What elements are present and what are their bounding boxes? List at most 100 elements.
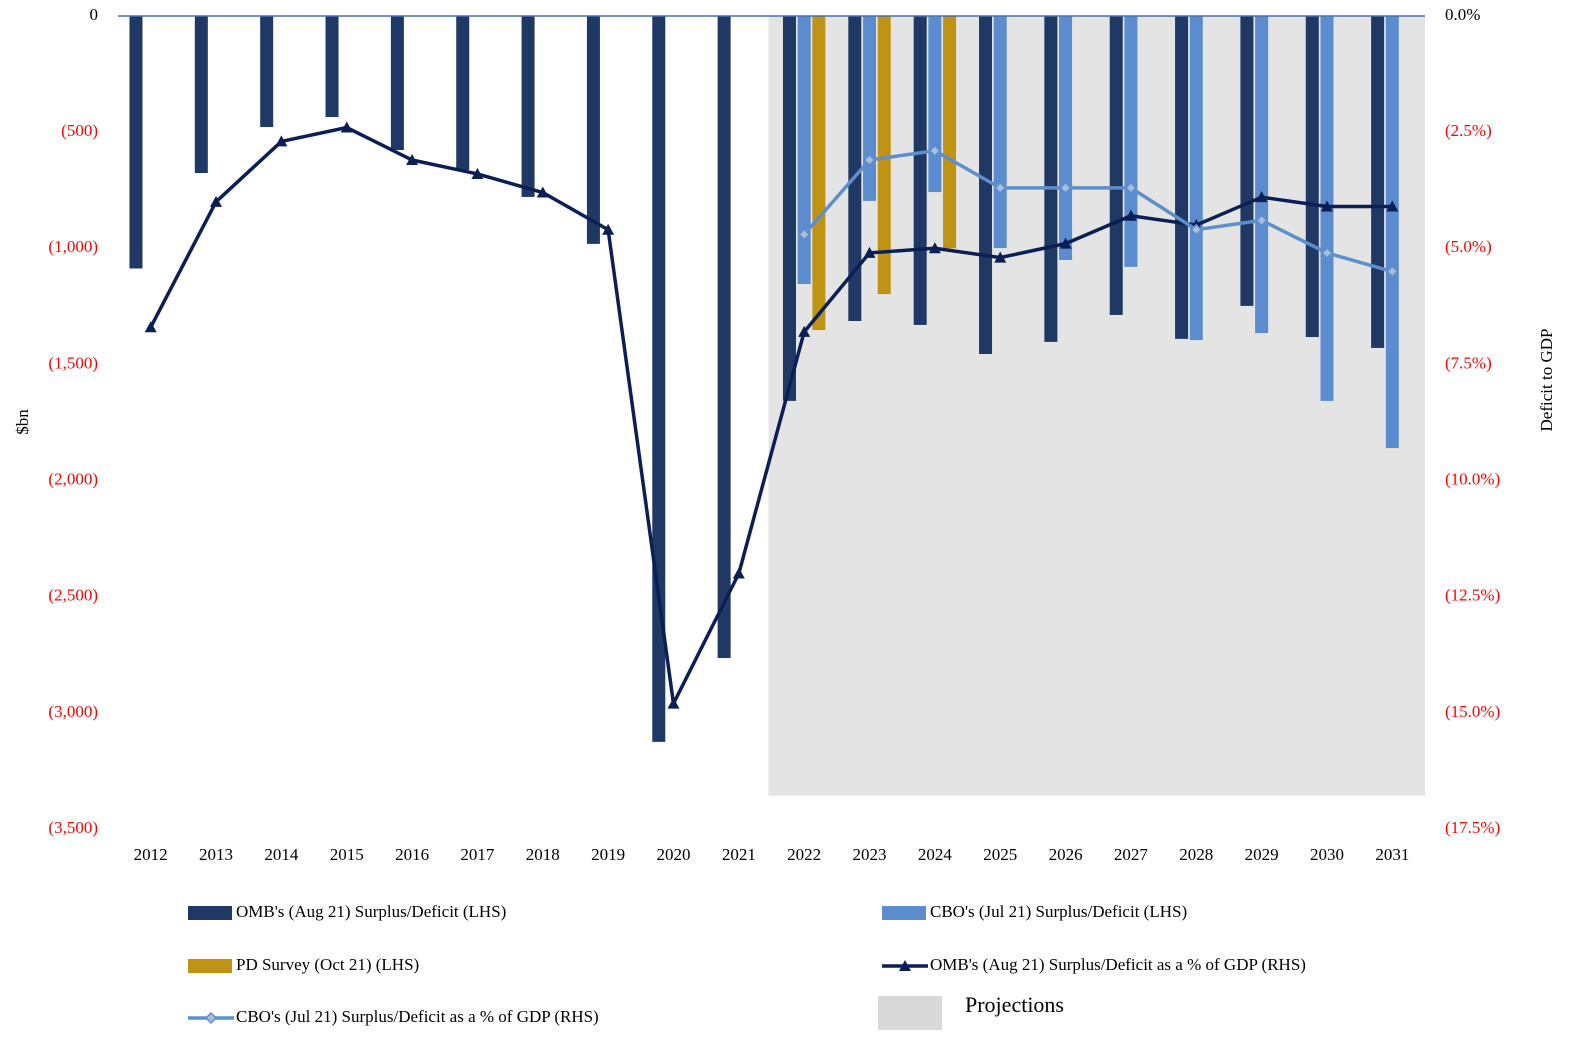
bar [1305, 16, 1319, 338]
bar [521, 16, 535, 197]
marker [1124, 209, 1137, 221]
bar [993, 16, 1007, 249]
bar [913, 16, 927, 325]
legend-label: OMB's (Aug 21) Surplus/Deficit (LHS) [236, 902, 506, 921]
marker [602, 223, 615, 235]
x-tick-label: 2020 [656, 845, 690, 864]
legend-label: PD Survey (Oct 21) (LHS) [236, 955, 419, 974]
y-tick-label: 0 [90, 5, 99, 24]
marker [1059, 237, 1072, 249]
y-tick-label: (1,500) [48, 353, 98, 372]
y2-tick-label: (10.0%) [1445, 469, 1500, 488]
bar [863, 16, 877, 201]
y-tick-label: (3,500) [48, 818, 98, 837]
bar [877, 16, 891, 295]
legend-label: CBO's (Jul 21) Surplus/Deficit as a % of… [236, 1007, 599, 1026]
bar [782, 16, 796, 401]
bar [194, 16, 208, 174]
legend-label: OMB's (Aug 21) Surplus/Deficit as a % of… [930, 955, 1306, 974]
marker [994, 251, 1007, 263]
x-tick-label: 2026 [1049, 845, 1083, 864]
y-tick-label: (2,000) [48, 469, 98, 488]
marker [1320, 200, 1333, 212]
y-tick-label: (3,000) [48, 702, 98, 721]
bar [812, 16, 826, 331]
bar [717, 16, 731, 659]
legend-swatch [878, 996, 942, 1030]
bar [943, 16, 957, 249]
x-tick-label: 2015 [330, 845, 364, 864]
y2-tick-label: (5.0%) [1445, 237, 1492, 256]
y2-tick-label: 0.0% [1445, 5, 1480, 24]
y-tick-label: (1,000) [48, 237, 98, 256]
bar [848, 16, 862, 321]
marker [863, 153, 876, 167]
marker [1059, 181, 1072, 194]
y2-tick-label: (7.5%) [1445, 353, 1492, 372]
y2-tick-label: (12.5%) [1445, 586, 1500, 605]
y-axis-label: $bn [13, 409, 32, 435]
bar [390, 16, 404, 151]
bar [1044, 16, 1058, 342]
x-tick-label: 2018 [526, 845, 560, 864]
marker [1320, 246, 1334, 259]
bar [979, 16, 993, 354]
marker [798, 325, 811, 337]
x-tick-label: 2022 [787, 845, 821, 864]
marker [928, 144, 941, 157]
marker [667, 697, 680, 709]
x-tick-label: 2016 [395, 845, 429, 864]
legend-label: CBO's (Jul 21) Surplus/Deficit (LHS) [930, 902, 1187, 921]
bar [1175, 16, 1189, 339]
marker [1386, 265, 1399, 278]
marker [732, 567, 745, 579]
x-tick-label: 2031 [1375, 845, 1409, 864]
legend-label: Projections [965, 992, 1064, 1017]
bar [1371, 16, 1385, 348]
bar [928, 16, 942, 193]
bar [1059, 16, 1073, 260]
bar [325, 16, 339, 118]
bar [456, 16, 470, 171]
marker [471, 167, 484, 179]
marker [994, 181, 1007, 194]
marker [798, 228, 811, 241]
marker [1190, 223, 1203, 236]
y2-axis-label: Deficit to GDP [1537, 329, 1556, 432]
marker [144, 321, 157, 333]
marker [863, 246, 876, 258]
marker [1386, 200, 1399, 212]
marker [275, 135, 288, 147]
bar [1124, 16, 1138, 267]
x-tick-label: 2019 [591, 845, 625, 864]
x-tick-label: 2012 [134, 845, 168, 864]
marker [406, 154, 419, 166]
y2-tick-label: (2.5%) [1445, 121, 1492, 140]
x-tick-label: 2029 [1245, 845, 1279, 864]
x-tick-label: 2017 [460, 845, 495, 864]
marker [1255, 191, 1268, 203]
marker [928, 242, 941, 254]
x-tick-label: 2014 [264, 845, 299, 864]
marker [210, 195, 223, 207]
marker [1255, 214, 1268, 227]
marker [1124, 181, 1137, 194]
bar [586, 16, 600, 244]
marker [536, 186, 549, 198]
bar [652, 16, 666, 742]
x-tick-label: 2023 [853, 845, 887, 864]
marker [340, 121, 353, 133]
x-tick-label: 2028 [1179, 845, 1213, 864]
bar [1109, 16, 1123, 315]
legend-swatch [188, 906, 232, 920]
legend-swatch [188, 959, 232, 973]
y2-tick-label: (17.5%) [1445, 818, 1500, 837]
bar [1240, 16, 1254, 306]
y-tick-label: (2,500) [48, 586, 98, 605]
legend-marker [899, 960, 911, 971]
y2-tick-label: (15.0%) [1445, 702, 1500, 721]
legend-marker [204, 1011, 218, 1025]
x-tick-label: 2027 [1114, 845, 1149, 864]
